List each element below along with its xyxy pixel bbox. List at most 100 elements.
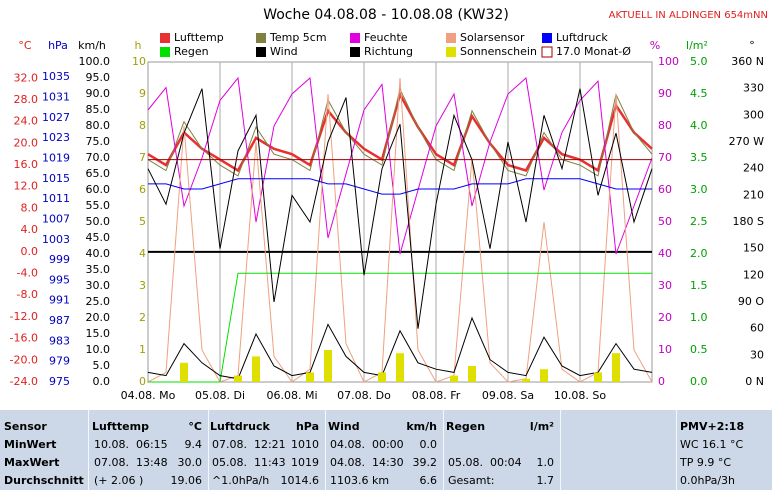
row-label: MaxWert <box>4 456 60 469</box>
y-tick-label: 30.0 <box>86 279 111 292</box>
bar <box>306 372 314 382</box>
header-cell: Luftdruck <box>210 420 270 433</box>
y-tick-label: 1 <box>139 343 146 356</box>
y-tick-label: 100.0 <box>79 55 111 68</box>
y-tick-label: 1027 <box>42 111 70 124</box>
series-line <box>148 272 652 383</box>
series-line <box>148 178 652 195</box>
x-tick-label: 09.08. Sa <box>482 389 534 402</box>
legend-swatch <box>350 33 360 43</box>
cell-text: Gesamt: <box>448 474 495 487</box>
cell-text: 04.08. 14:30 <box>330 456 404 469</box>
y-tick-label: 995 <box>49 273 70 286</box>
bar <box>252 356 260 382</box>
axis-label: h <box>135 39 142 52</box>
y-tick-label: 100 <box>658 55 679 68</box>
table: Sensor Lufttemp °C Luftdruck hPa Wind km/h Rege… <box>0 410 772 490</box>
y-tick-label: 0.0 <box>690 375 708 388</box>
y-tick-label: 1003 <box>42 233 70 246</box>
cell-value: 1019 <box>291 456 319 469</box>
cell-value: 9.4 <box>184 438 203 451</box>
y-tick-label: 180 S <box>733 215 764 228</box>
y-tick-label: 75.0 <box>86 135 111 148</box>
y-tick-label: 2.0 <box>690 247 708 260</box>
y-tick-label: 1035 <box>42 70 70 83</box>
series-line <box>147 91 653 173</box>
y-tick-label: 60.0 <box>86 183 111 196</box>
separator <box>560 410 561 490</box>
y-tick-label: 3.5 <box>690 151 708 164</box>
row-label: Durchschnitt <box>4 474 84 487</box>
y-tick-label: 1.0 <box>690 311 708 324</box>
header-cell: Wind <box>328 420 360 433</box>
y-tick-label: 4 <box>139 247 146 260</box>
y-tick-label: 20.0 <box>86 311 111 324</box>
legend-label: Solarsensor <box>460 31 525 44</box>
separator <box>88 410 89 490</box>
y-tick-label: 50.0 <box>86 215 111 228</box>
bar <box>324 350 332 382</box>
y-tick-label: 50 <box>658 215 672 228</box>
cell-text: 10.08. 06:15 <box>94 438 168 451</box>
x-tick-label: 07.08. Do <box>337 389 391 402</box>
x-tick-label: 06.08. Mi <box>266 389 317 402</box>
x-tick-label: 08.08. Fr <box>412 389 461 402</box>
x-tick-label: 10.08. So <box>554 389 606 402</box>
axis-label: l/m² <box>686 39 708 52</box>
cell-text: 0.0hPa/3h <box>680 474 736 487</box>
y-tick-label: 35.0 <box>86 263 111 276</box>
cell-text: 07.08. 13:48 <box>94 456 168 469</box>
y-tick-label: 991 <box>49 294 70 307</box>
y-tick-label: 65.0 <box>86 167 111 180</box>
legend-swatch <box>256 33 266 43</box>
legend-swatch <box>160 33 170 43</box>
y-tick-label: 32.0 <box>14 71 39 84</box>
y-tick-label: 7 <box>139 151 146 164</box>
y-tick-label: 300 <box>743 108 764 121</box>
y-tick-label: 3 <box>139 279 146 292</box>
bar <box>522 378 530 382</box>
y-tick-label: 0.0 <box>93 375 111 388</box>
legend-label: Monat-Ø <box>584 45 631 58</box>
cell-value: 19.06 <box>170 474 203 487</box>
y-tick-label: 6 <box>139 183 146 196</box>
y-tick-label: 5.0 <box>690 55 708 68</box>
separator <box>325 410 326 490</box>
y-tick-label: -4.0 <box>17 267 38 280</box>
y-tick-label: 30 <box>750 348 764 361</box>
y-tick-label: 12.0 <box>14 180 39 193</box>
y-tick-label: 983 <box>49 334 70 347</box>
y-tick-label: 90 <box>658 87 672 100</box>
y-tick-label: 8.0 <box>21 201 39 214</box>
y-tick-label: 15.0 <box>86 327 111 340</box>
legend-swatch <box>542 33 552 43</box>
cell-text: 05.08. 00:04 <box>448 456 522 469</box>
y-tick-label: 5.0 <box>93 359 111 372</box>
cell-text: 07.08. 12:21 <box>212 438 286 451</box>
cell-text: 1103.6 km <box>330 474 390 487</box>
header-cell: Regen <box>446 420 486 433</box>
y-tick-label: -12.0 <box>10 310 38 323</box>
separator <box>208 410 209 490</box>
y-tick-label: 150 <box>743 242 764 255</box>
y-tick-label: 60 <box>658 183 672 196</box>
y-tick-label: 1031 <box>42 91 70 104</box>
cell-value: 1010 <box>291 438 319 451</box>
y-tick-label: 16.0 <box>14 158 39 171</box>
bar <box>594 372 602 382</box>
legend-label: Wind <box>270 45 298 58</box>
chart-title: Woche 04.08.08 - 10.08.08 (KW32) <box>263 7 509 23</box>
x-tick-label: 04.08. Mo <box>121 389 176 402</box>
y-tick-label: 0 N <box>745 375 764 388</box>
header-cell: Lufttemp <box>92 420 149 433</box>
legend-swatch <box>446 33 456 43</box>
legend-swatch <box>541 46 553 58</box>
y-tick-label: -8.0 <box>17 288 38 301</box>
y-tick-label: 270 W <box>729 135 764 148</box>
cell-text: ^1.0hPa/h <box>212 474 270 487</box>
y-tick-label: 40.0 <box>86 247 111 260</box>
legend-swatch <box>256 47 266 57</box>
legend-label: Feuchte <box>364 31 408 44</box>
y-tick-label: 979 <box>49 355 70 368</box>
chart: Woche 04.08.08 - 10.08.08 (KW32) AKTUELL… <box>10 7 768 402</box>
